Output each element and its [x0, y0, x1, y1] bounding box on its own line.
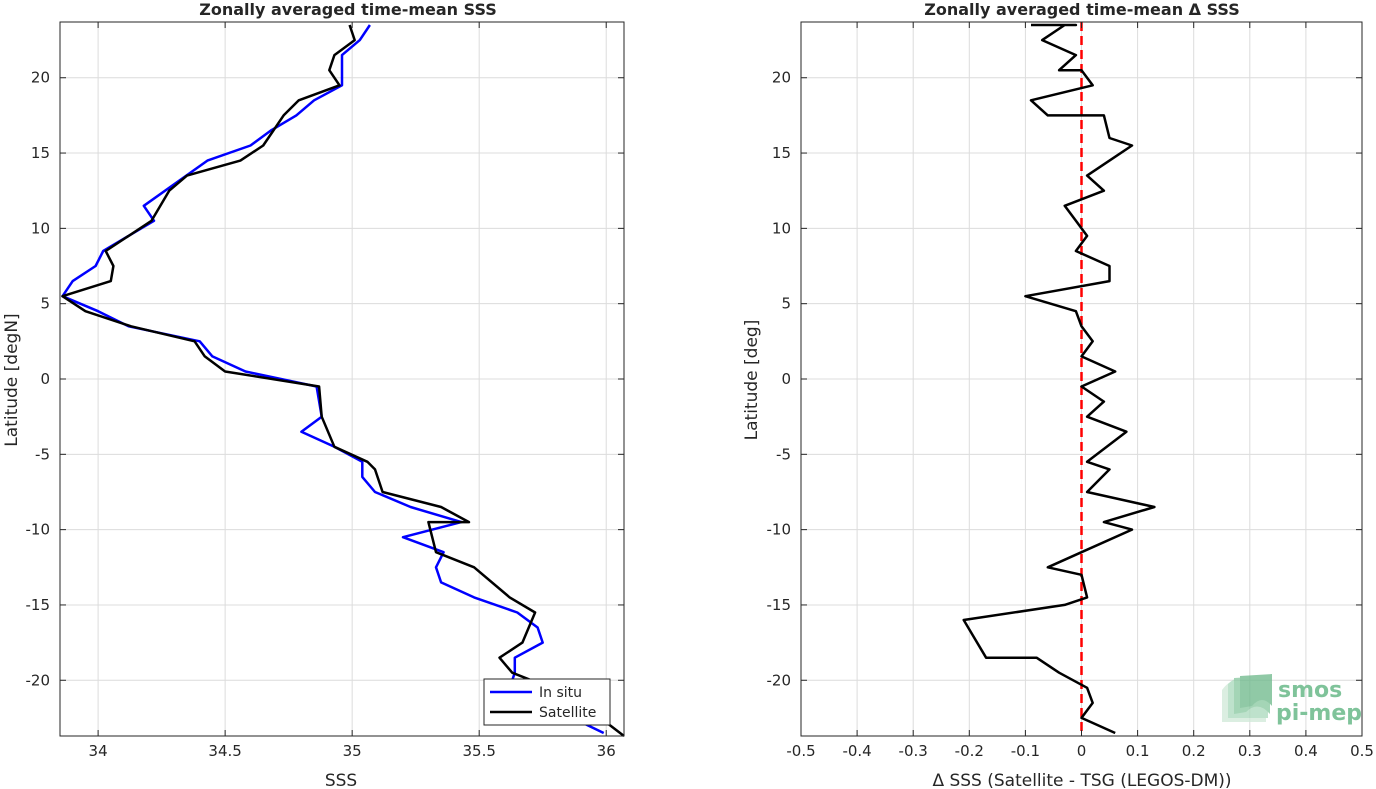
y-tick-label: 0: [40, 370, 50, 388]
y-tick-label: 20: [772, 69, 791, 87]
y-tick-label: 10: [772, 219, 791, 237]
y-tick-label: 0: [781, 370, 791, 388]
logo-text-pi-mep: pi-mep: [1276, 701, 1362, 726]
tick-labels: 34 34.5 35 35.5 36 -20 -15 -10 -5 0 5 10 15 20: [26, 22, 624, 760]
x-tick-label: 34.5: [208, 742, 241, 760]
legend-box: [483, 678, 611, 726]
x-tick-label: 35: [343, 742, 362, 760]
y-tick-label: 5: [40, 295, 50, 313]
y-tick-label: -10: [767, 521, 792, 539]
delta-sss-chart: Zonally averaged time-mean Δ SSS -0.5 -0.…: [742, 0, 1374, 789]
legend: In situ Satellite: [483, 678, 611, 726]
y-tick-label: -20: [26, 671, 51, 689]
y-tick-label: 15: [31, 144, 50, 162]
y-tick-label: -5: [35, 445, 50, 463]
x-tick-label: 0.1: [1126, 742, 1150, 760]
chart-title: Zonally averaged time-mean SSS: [199, 0, 497, 19]
y-tick-label: 5: [781, 295, 791, 313]
y-tick-label: -15: [767, 596, 792, 614]
logo-mark-icon: [1222, 674, 1272, 722]
tick-labels: -0.5 -0.4 -0.3 -0.2 -0.1 0 0.1 0.2 0.3 0.4 0.5 -20 -…: [767, 22, 1374, 760]
y-tick-label: -10: [26, 521, 51, 539]
logo-text-smos: smos: [1278, 678, 1342, 703]
y-tick-label: -15: [26, 596, 51, 614]
x-tick-label: 35.5: [462, 742, 495, 760]
legend-entry-satellite: Satellite: [539, 705, 596, 721]
x-tick-label: 0: [1077, 742, 1087, 760]
x-tick-label: 0.4: [1294, 742, 1318, 760]
x-tick-label: 0.3: [1238, 742, 1262, 760]
series-line-satellite: [61, 24, 625, 737]
axes-frame: [800, 21, 1363, 737]
x-tick-label: 0.2: [1182, 742, 1206, 760]
series-line-delta-sss: [962, 23, 1156, 735]
y-tick-label: -20: [767, 671, 792, 689]
x-tick-label: 36: [597, 742, 616, 760]
sss-chart: Zonally averaged time-mean SSS 34 34.5 35 3…: [2, 0, 625, 789]
x-tick-label: 34: [89, 742, 108, 760]
x-tick-label: -0.1: [1011, 742, 1040, 760]
x-axis-label: SSS: [325, 771, 357, 789]
y-tick-label: 20: [31, 69, 50, 87]
legend-entry-in-situ: In situ: [539, 685, 582, 701]
y-tick-label: 15: [772, 144, 791, 162]
chart-title: Zonally averaged time-mean Δ SSS: [924, 0, 1240, 19]
y-tick-label: 10: [31, 219, 50, 237]
series-group: [962, 23, 1156, 735]
x-tick-label: -0.2: [955, 742, 984, 760]
y-tick-label: -5: [776, 445, 791, 463]
x-tick-label: -0.3: [899, 742, 928, 760]
x-tick-label: -0.4: [842, 742, 871, 760]
axes-frame: [59, 21, 625, 737]
smos-pi-mep-logo: smos pi-mep: [1222, 674, 1362, 726]
x-tick-label: 0.5: [1350, 742, 1374, 760]
y-axis-label: Latitude [degN]: [2, 313, 22, 446]
series-group: [61, 24, 625, 737]
x-axis-label: Δ SSS (Satellite - TSG (LEGOS-DM)): [932, 771, 1231, 789]
grid: [60, 22, 624, 736]
y-axis-label: Latitude [deg]: [742, 320, 762, 441]
x-tick-label: -0.5: [786, 742, 815, 760]
